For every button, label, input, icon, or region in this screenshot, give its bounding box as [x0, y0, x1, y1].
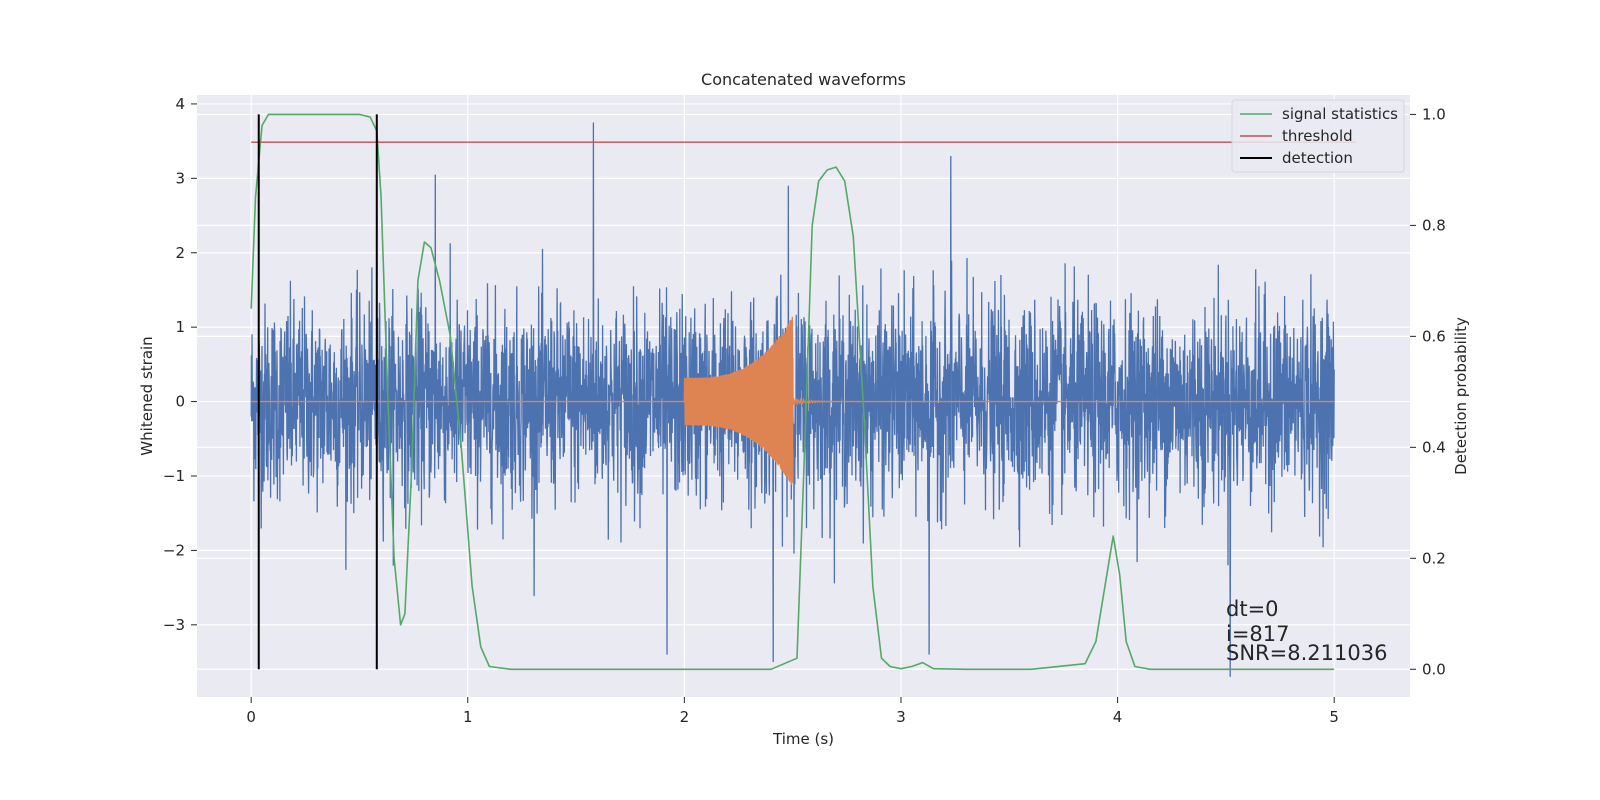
- y2-tick-label: 0.8: [1422, 216, 1446, 234]
- x-tick-label: 4: [1113, 708, 1123, 726]
- series-layer: [250, 113, 1356, 677]
- y2-axis-label: Detection probability: [1452, 317, 1470, 475]
- legend-label-detection: detection: [1282, 149, 1353, 167]
- x-tick-label: 2: [680, 708, 690, 726]
- chart-title: Concatenated waveforms: [701, 70, 906, 89]
- y-tick-label: 1: [175, 318, 185, 336]
- x-tick-label: 3: [896, 708, 906, 726]
- annotation-dt: dt=0: [1226, 597, 1279, 621]
- y-tick-label: −1: [163, 467, 185, 485]
- x-tick-label: 5: [1329, 708, 1339, 726]
- y-tick-label: 3: [175, 169, 185, 187]
- y-tick-label: 0: [175, 393, 185, 411]
- annotation-index: i=817: [1226, 622, 1290, 646]
- legend: signal statistics threshold detection: [1231, 99, 1405, 173]
- x-axis-label: Time (s): [772, 730, 834, 748]
- signal-statistics-line: [250, 113, 1335, 671]
- legend-label-threshold: threshold: [1282, 127, 1353, 145]
- y2-tick-label: 0.0: [1422, 660, 1446, 678]
- y-tick-label: 4: [175, 95, 185, 113]
- axes: 0 1 2 3 4 5 −3 −2 −1 0 1 2 3 4 0.0 0.2 0.4 0.6 0.8 1.0: [163, 95, 1446, 726]
- y-tick-label: 2: [175, 244, 185, 262]
- y2-tick-label: 1.0: [1422, 105, 1446, 123]
- y-axis-label: Whitened strain: [138, 336, 156, 455]
- y2-tick-label: 0.4: [1422, 438, 1446, 456]
- legend-box: [1231, 99, 1405, 173]
- y2-tick-label: 0.6: [1422, 327, 1446, 345]
- x-tick-label: 0: [246, 708, 256, 726]
- y-tick-label: −2: [163, 541, 185, 559]
- y2-tick-label: 0.2: [1422, 549, 1446, 567]
- legend-label-signal-statistics: signal statistics: [1282, 105, 1398, 123]
- x-tick-label: 1: [463, 708, 473, 726]
- y-tick-label: −3: [163, 616, 185, 634]
- chirp-template-line: [251, 316, 1335, 486]
- annotation-snr: SNR=8.211036: [1226, 641, 1387, 665]
